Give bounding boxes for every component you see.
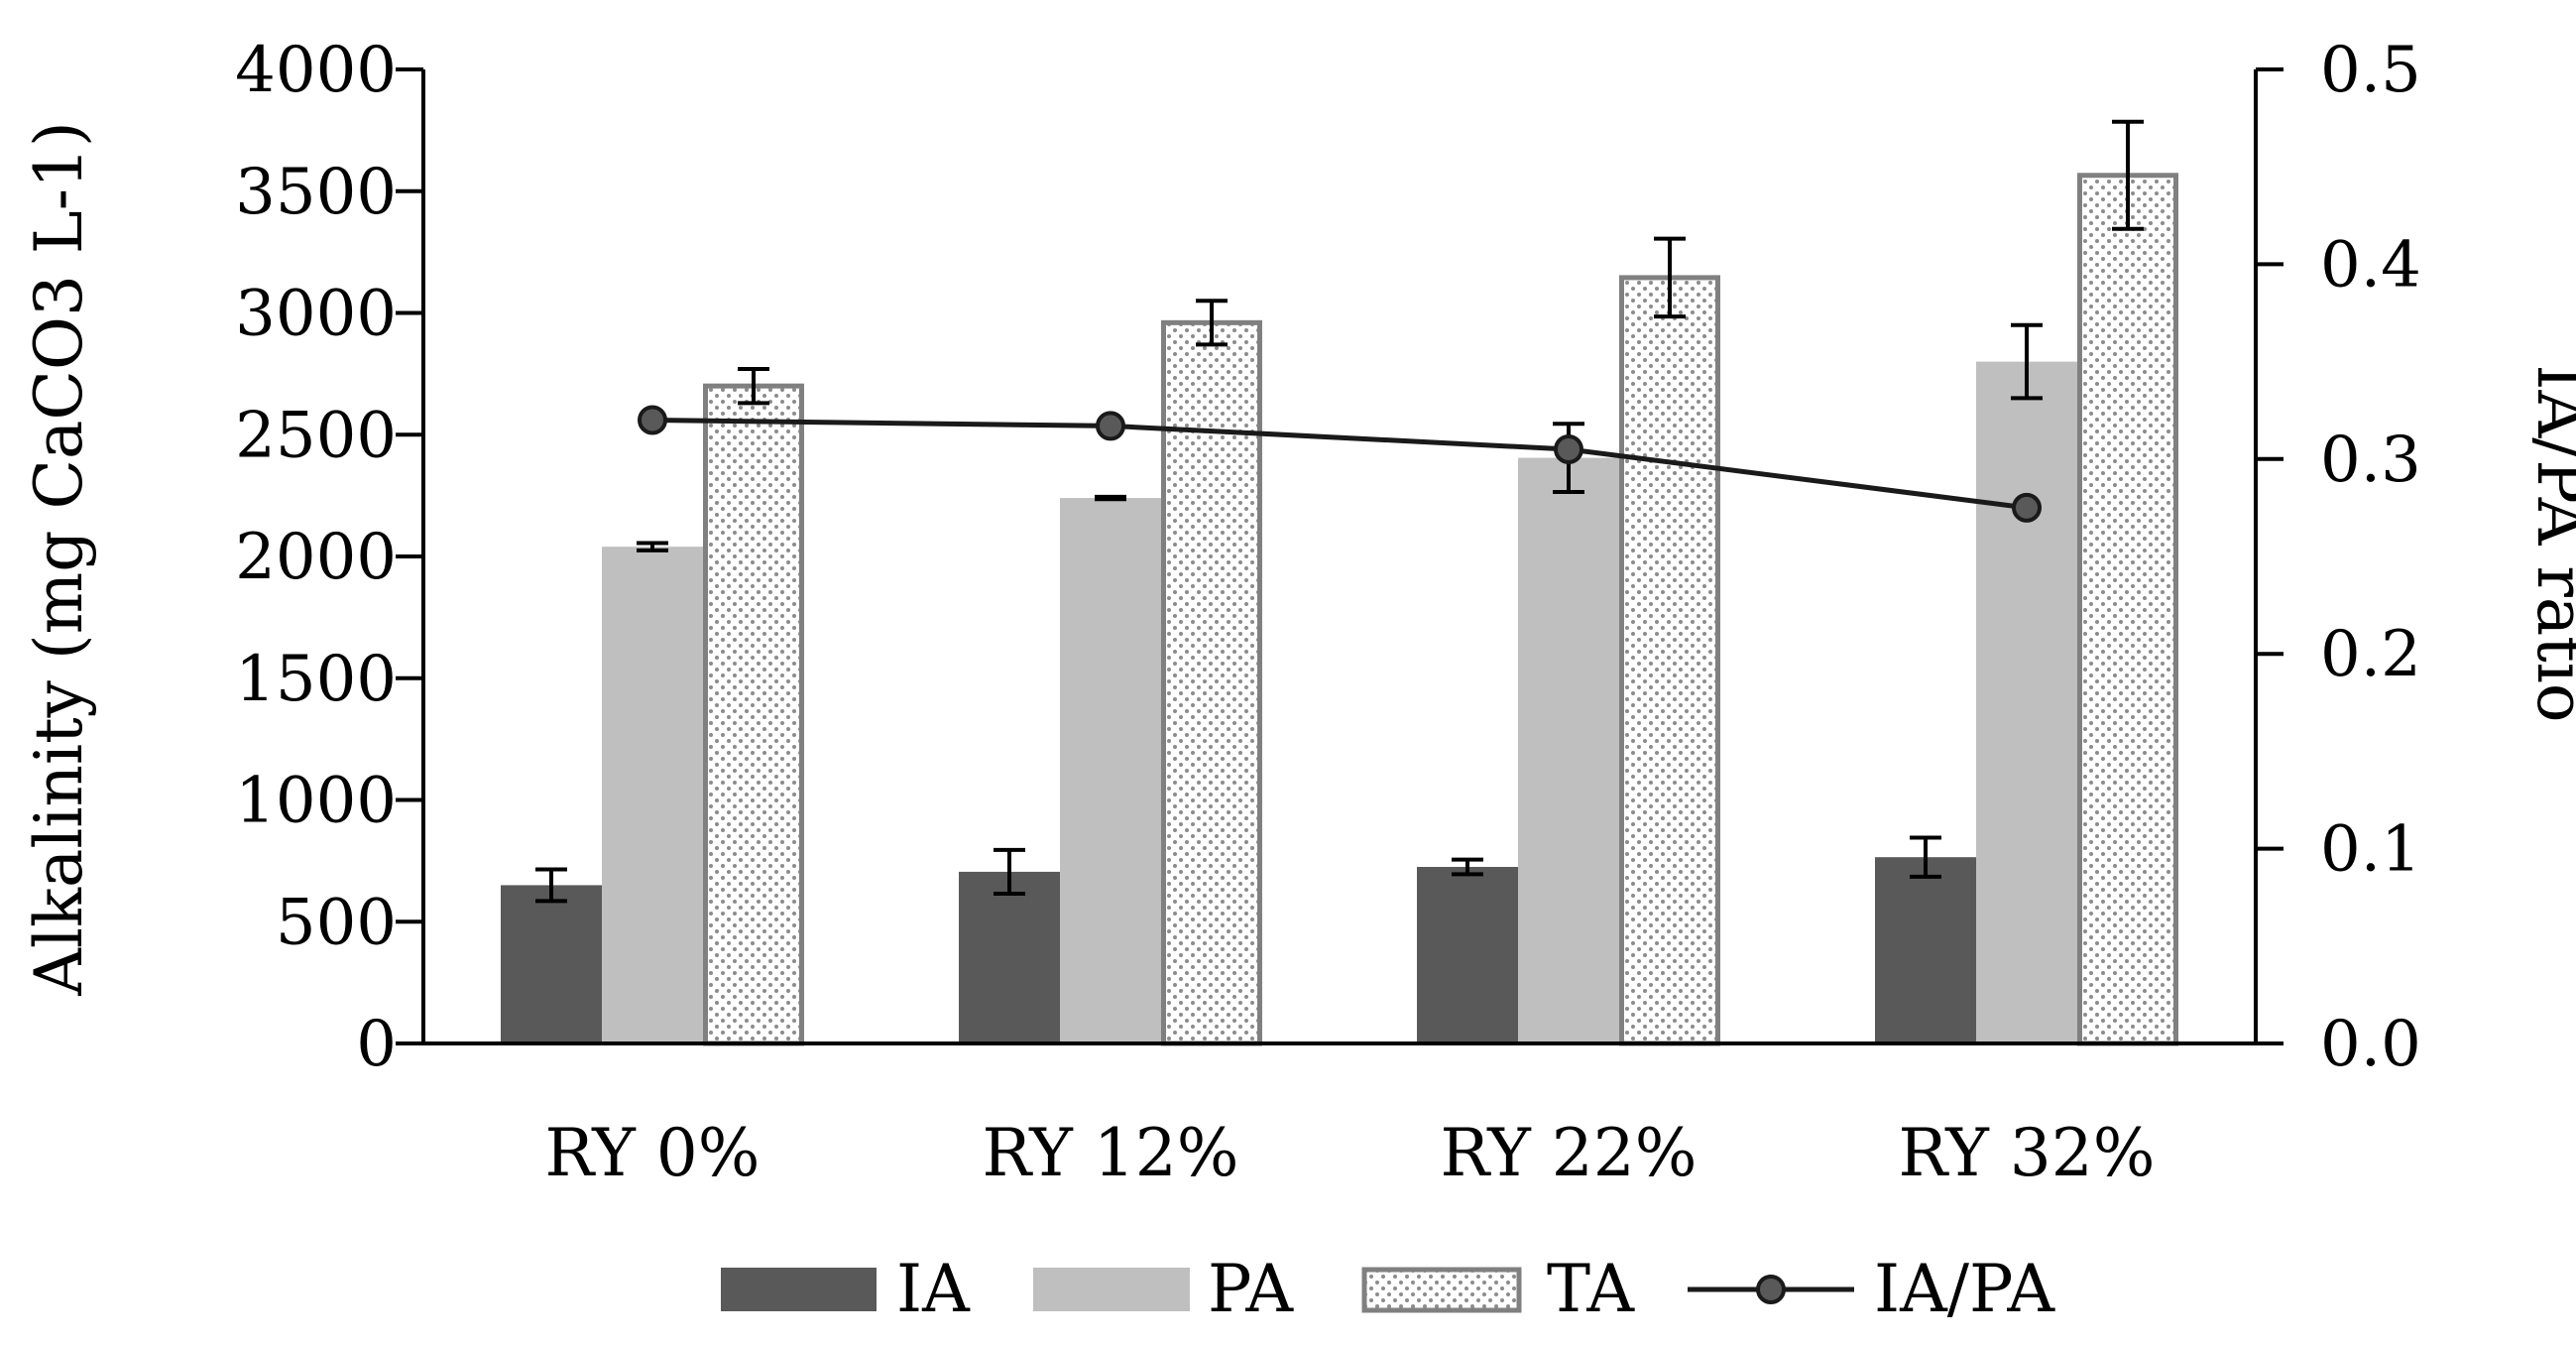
legend-label-pa: PA	[1208, 1251, 1294, 1327]
y-left-tick-label: 1000	[235, 765, 397, 838]
y-left-tick-label: 2500	[235, 399, 397, 472]
y-left-tick-label: 1500	[235, 643, 397, 716]
bar-pa-ry-22	[1518, 457, 1619, 1043]
y-left-tick-label: 3000	[235, 278, 397, 351]
y-right-tick-label: 0.3	[2320, 424, 2421, 497]
error-bar-ia-ry-32	[1910, 835, 1941, 879]
x-category-label: RY 12%	[983, 1115, 1239, 1191]
x-category-label: RY 32%	[1899, 1115, 2156, 1191]
bar-ia-ry-0	[501, 885, 602, 1043]
y-left-tick-label: 4000	[235, 34, 397, 107]
y-left-tick-label: 2000	[235, 521, 397, 594]
legend-marker-ia-pa	[1756, 1275, 1786, 1304]
error-bar-ta-ry-22	[1654, 236, 1686, 319]
legend-label-ia-pa: IA/PA	[1874, 1251, 2055, 1327]
bar-ia-ry-12	[959, 871, 1060, 1043]
bar-pa-ry-32	[1976, 361, 2077, 1044]
error-bar-pa-ry-0	[637, 541, 668, 552]
line-point-ia-pa-ry-22	[1554, 433, 1583, 464]
line-point-ia-pa-ry-0	[638, 405, 667, 435]
bar-ta-ry-32	[2077, 173, 2178, 1046]
error-bar-ta-ry-12	[1196, 299, 1228, 347]
legend-label-ta: TA	[1547, 1251, 1635, 1327]
legend-swatch-ta	[1361, 1267, 1522, 1313]
y-right-tick-label: 0.1	[2320, 813, 2421, 887]
y-right-axis-title: IA/PA ratio	[2522, 364, 2576, 722]
legend-swatch-ia	[721, 1268, 877, 1311]
line-series-ia-pa	[651, 418, 2028, 511]
bar-ta-ry-12	[1161, 319, 1262, 1046]
x-category-label: RY 0%	[545, 1115, 761, 1191]
y-right-tick-label: 0.2	[2320, 618, 2421, 691]
y-left-axis-title: Alkalinity (mg CaCO3 L-1)	[21, 121, 97, 997]
bar-pa-ry-12	[1060, 498, 1161, 1044]
bar-ta-ry-22	[1619, 275, 1720, 1046]
error-bar-ia-ry-12	[994, 847, 1025, 897]
y-right-tick-label: 0.0	[2320, 1008, 2421, 1081]
error-bars-layer	[535, 119, 2144, 904]
bar-ia-ry-32	[1875, 857, 1976, 1043]
legend-swatch-pa	[1033, 1268, 1190, 1311]
line-point-ia-pa-ry-32	[2012, 492, 2042, 523]
bar-ia-ry-22	[1417, 867, 1518, 1043]
error-bar-ia-ry-22	[1452, 857, 1483, 877]
y-left-tick-label: 0	[356, 1008, 397, 1081]
y-right-tick-label: 0.5	[2320, 34, 2421, 107]
x-category-label: RY 22%	[1441, 1115, 1698, 1191]
bar-ta-ry-0	[703, 383, 804, 1046]
bars-layer	[501, 173, 2178, 1046]
ratio-line-layer	[638, 405, 2042, 523]
error-bar-pa-ry-32	[2011, 322, 2043, 401]
error-bar-ia-ry-0	[535, 867, 567, 904]
y-left-tick-label: 3500	[235, 156, 397, 229]
error-bar-ta-ry-0	[738, 366, 769, 406]
y-left-tick-label: 500	[276, 886, 397, 959]
error-bar-pa-ry-12	[1095, 494, 1126, 502]
line-point-ia-pa-ry-12	[1096, 411, 1125, 441]
legend: IA PA TA IA/PA	[721, 1251, 2055, 1327]
error-bar-ta-ry-32	[2112, 119, 2144, 231]
y-right-tick-label: 0.4	[2320, 228, 2421, 302]
bar-pa-ry-0	[602, 547, 703, 1043]
legend-label-ia: IA	[896, 1251, 971, 1327]
axes-layer: 0 500 1000 1500 2000 2500 3000 3500 4000 0.0 0.1 0.…	[235, 34, 2421, 1191]
